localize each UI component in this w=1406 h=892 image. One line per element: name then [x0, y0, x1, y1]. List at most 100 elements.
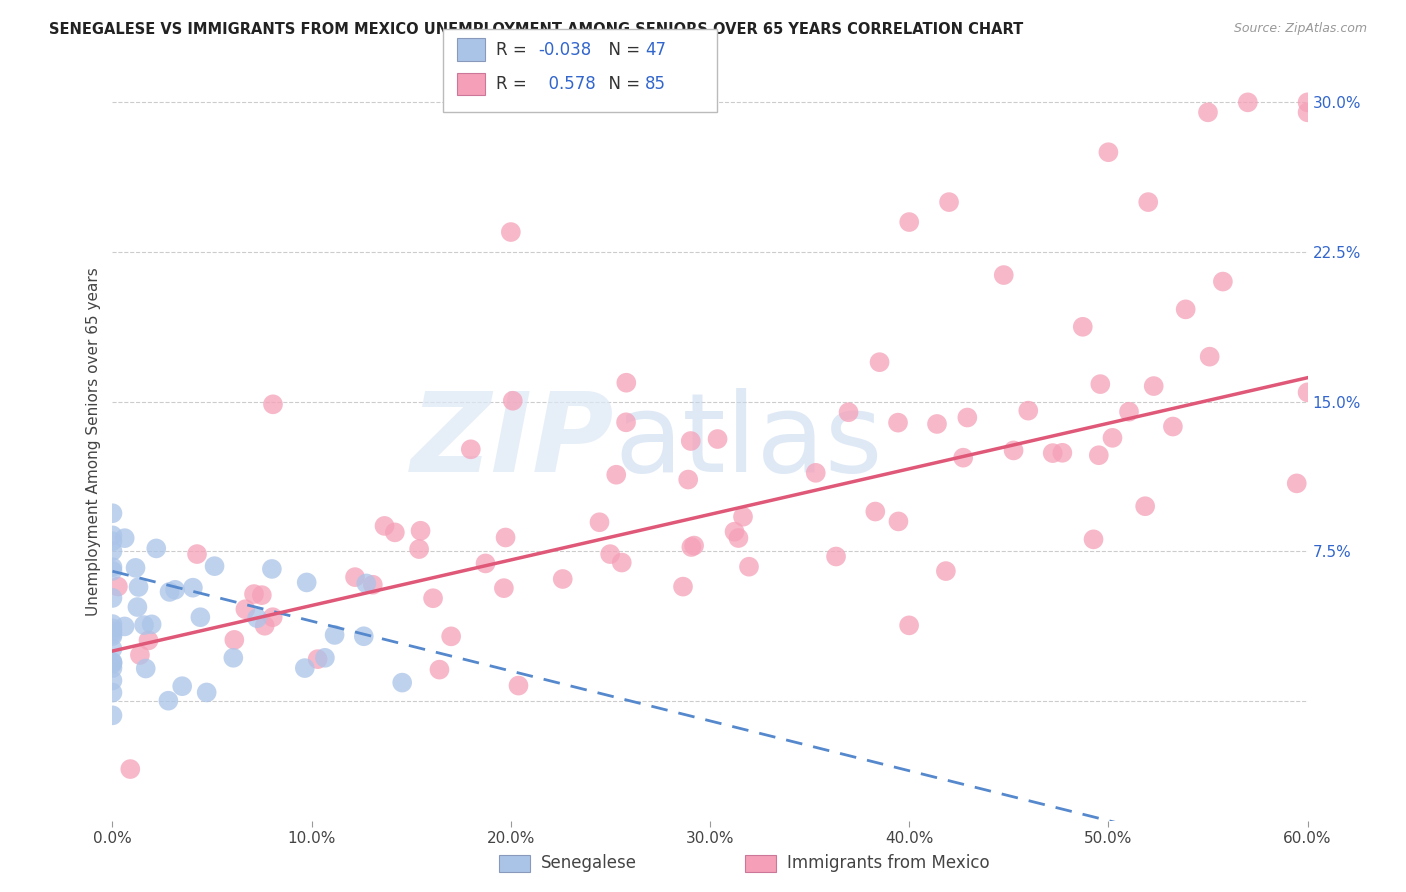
Point	[101, 528, 124, 542]
Point	[723, 524, 745, 539]
Point	[127, 600, 149, 615]
Point	[1118, 405, 1140, 419]
Point	[132, 618, 155, 632]
Point	[588, 515, 610, 529]
Point	[887, 416, 910, 430]
Point	[409, 524, 432, 538]
Point	[408, 542, 430, 557]
Point	[157, 694, 180, 708]
Point	[101, 560, 124, 574]
Point	[356, 576, 378, 591]
Point	[1296, 385, 1319, 400]
Point	[838, 405, 860, 419]
Point	[683, 539, 706, 553]
Point	[605, 467, 627, 482]
Point	[243, 587, 266, 601]
Point	[738, 559, 761, 574]
Text: 85: 85	[645, 75, 666, 94]
Point	[323, 628, 346, 642]
Point	[361, 578, 384, 592]
Point	[101, 641, 124, 656]
Point	[825, 549, 848, 564]
Point	[614, 415, 637, 429]
Point	[391, 675, 413, 690]
Point	[869, 355, 891, 369]
Point	[114, 619, 136, 633]
Point	[172, 679, 194, 693]
Text: R =: R =	[496, 40, 533, 59]
Point	[935, 564, 957, 578]
Point	[1071, 319, 1094, 334]
Point	[1097, 145, 1119, 160]
Point	[474, 557, 496, 571]
Point	[422, 591, 444, 606]
Text: N =: N =	[598, 40, 645, 59]
Point	[314, 650, 336, 665]
Point	[262, 397, 284, 411]
Text: -0.038: -0.038	[538, 40, 592, 59]
Point	[1197, 105, 1219, 120]
Point	[499, 225, 522, 239]
Point	[679, 434, 702, 448]
Point	[1088, 448, 1111, 462]
Point	[610, 556, 633, 570]
Point	[353, 629, 375, 643]
Text: atlas: atlas	[614, 388, 883, 495]
Point	[101, 655, 124, 669]
Point	[429, 663, 451, 677]
Point	[120, 762, 142, 776]
Point	[101, 621, 124, 635]
Point	[551, 572, 574, 586]
Point	[101, 629, 124, 643]
Point	[101, 591, 124, 605]
Point	[938, 195, 960, 210]
Point	[186, 547, 208, 561]
Point	[222, 650, 245, 665]
Point	[145, 541, 167, 556]
Point	[952, 450, 974, 465]
Point	[344, 570, 367, 584]
Point	[101, 534, 124, 549]
Text: Source: ZipAtlas.com: Source: ZipAtlas.com	[1233, 22, 1367, 36]
Point	[1083, 533, 1105, 547]
Text: SENEGALESE VS IMMIGRANTS FROM MEXICO UNEMPLOYMENT AMONG SENIORS OVER 65 YEARS CO: SENEGALESE VS IMMIGRANTS FROM MEXICO UNE…	[49, 22, 1024, 37]
Point	[599, 547, 621, 561]
Point	[440, 629, 463, 643]
Point	[1017, 403, 1039, 417]
Point	[101, 661, 124, 675]
Point	[114, 531, 136, 545]
Point	[1052, 446, 1074, 460]
Point	[956, 410, 979, 425]
Point	[235, 602, 257, 616]
Point	[107, 580, 129, 594]
Point	[731, 509, 754, 524]
Point	[492, 581, 515, 595]
Point	[128, 580, 150, 594]
Point	[307, 652, 329, 666]
Y-axis label: Unemployment Among Seniors over 65 years: Unemployment Among Seniors over 65 years	[86, 268, 101, 615]
Text: Immigrants from Mexico: Immigrants from Mexico	[787, 855, 990, 872]
Point	[681, 540, 703, 554]
Point	[204, 559, 226, 574]
Point	[1002, 443, 1025, 458]
Point	[727, 531, 749, 545]
Point	[101, 627, 124, 641]
Point	[1212, 275, 1234, 289]
Point	[1137, 195, 1160, 210]
Point	[1296, 95, 1319, 110]
Point	[138, 633, 160, 648]
Point	[502, 393, 524, 408]
Point	[159, 585, 181, 599]
Point	[129, 648, 152, 662]
Point	[101, 708, 124, 723]
Point	[101, 544, 124, 558]
Point	[101, 564, 124, 578]
Point	[1198, 350, 1220, 364]
Point	[1161, 419, 1184, 434]
Point	[672, 580, 695, 594]
Point	[260, 562, 283, 576]
Point	[101, 657, 124, 671]
Point	[101, 656, 124, 670]
Point	[1143, 379, 1166, 393]
Point	[898, 618, 921, 632]
